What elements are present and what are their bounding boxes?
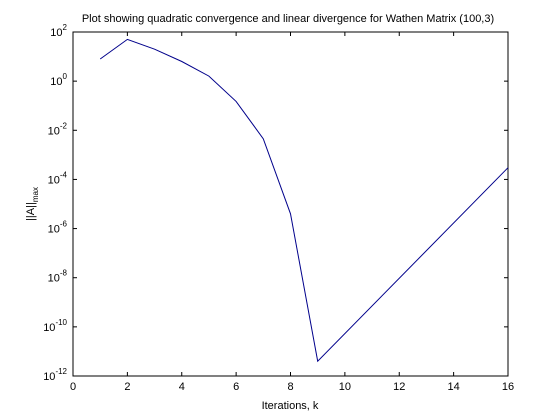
x-tick-label: 14 <box>448 381 460 393</box>
x-tick-label: 0 <box>70 381 76 393</box>
series-line <box>99 38 509 363</box>
y-axis-label-main: ||A|| <box>25 202 37 221</box>
x-axis-ticks: 0 2 4 6 8 10 12 14 16 <box>70 32 514 393</box>
y-tick-label: 10-12 <box>43 367 67 383</box>
plot-area <box>72 31 509 377</box>
series-group <box>99 38 509 363</box>
y-tick-label: 10-2 <box>48 121 68 137</box>
y-tick-label: 10-6 <box>48 220 68 236</box>
y-axis-ticks: 102 100 10-2 10-4 10-6 10-8 10-10 10-12 <box>43 23 508 383</box>
y-tick-label: 10-4 <box>48 170 68 186</box>
x-axis-label: Iterations, k <box>262 400 319 412</box>
x-tick-label: 2 <box>124 381 130 393</box>
y-tick-label: 10-10 <box>43 318 67 334</box>
y-axis-label-sub: max <box>31 187 40 202</box>
x-tick-label: 12 <box>393 381 405 393</box>
y-tick-label: 10-8 <box>48 269 68 285</box>
y-tick-label: 100 <box>50 72 67 88</box>
y-axis-label: ||A||max <box>25 187 40 221</box>
x-tick-label: 6 <box>233 381 239 393</box>
x-tick-label: 8 <box>287 381 293 393</box>
y-tick-label: 102 <box>50 23 67 39</box>
x-tick-label: 10 <box>339 381 351 393</box>
chart-title: Plot showing quadratic convergence and l… <box>82 13 494 25</box>
x-tick-label: 4 <box>179 381 185 393</box>
x-tick-label: 16 <box>502 381 514 393</box>
